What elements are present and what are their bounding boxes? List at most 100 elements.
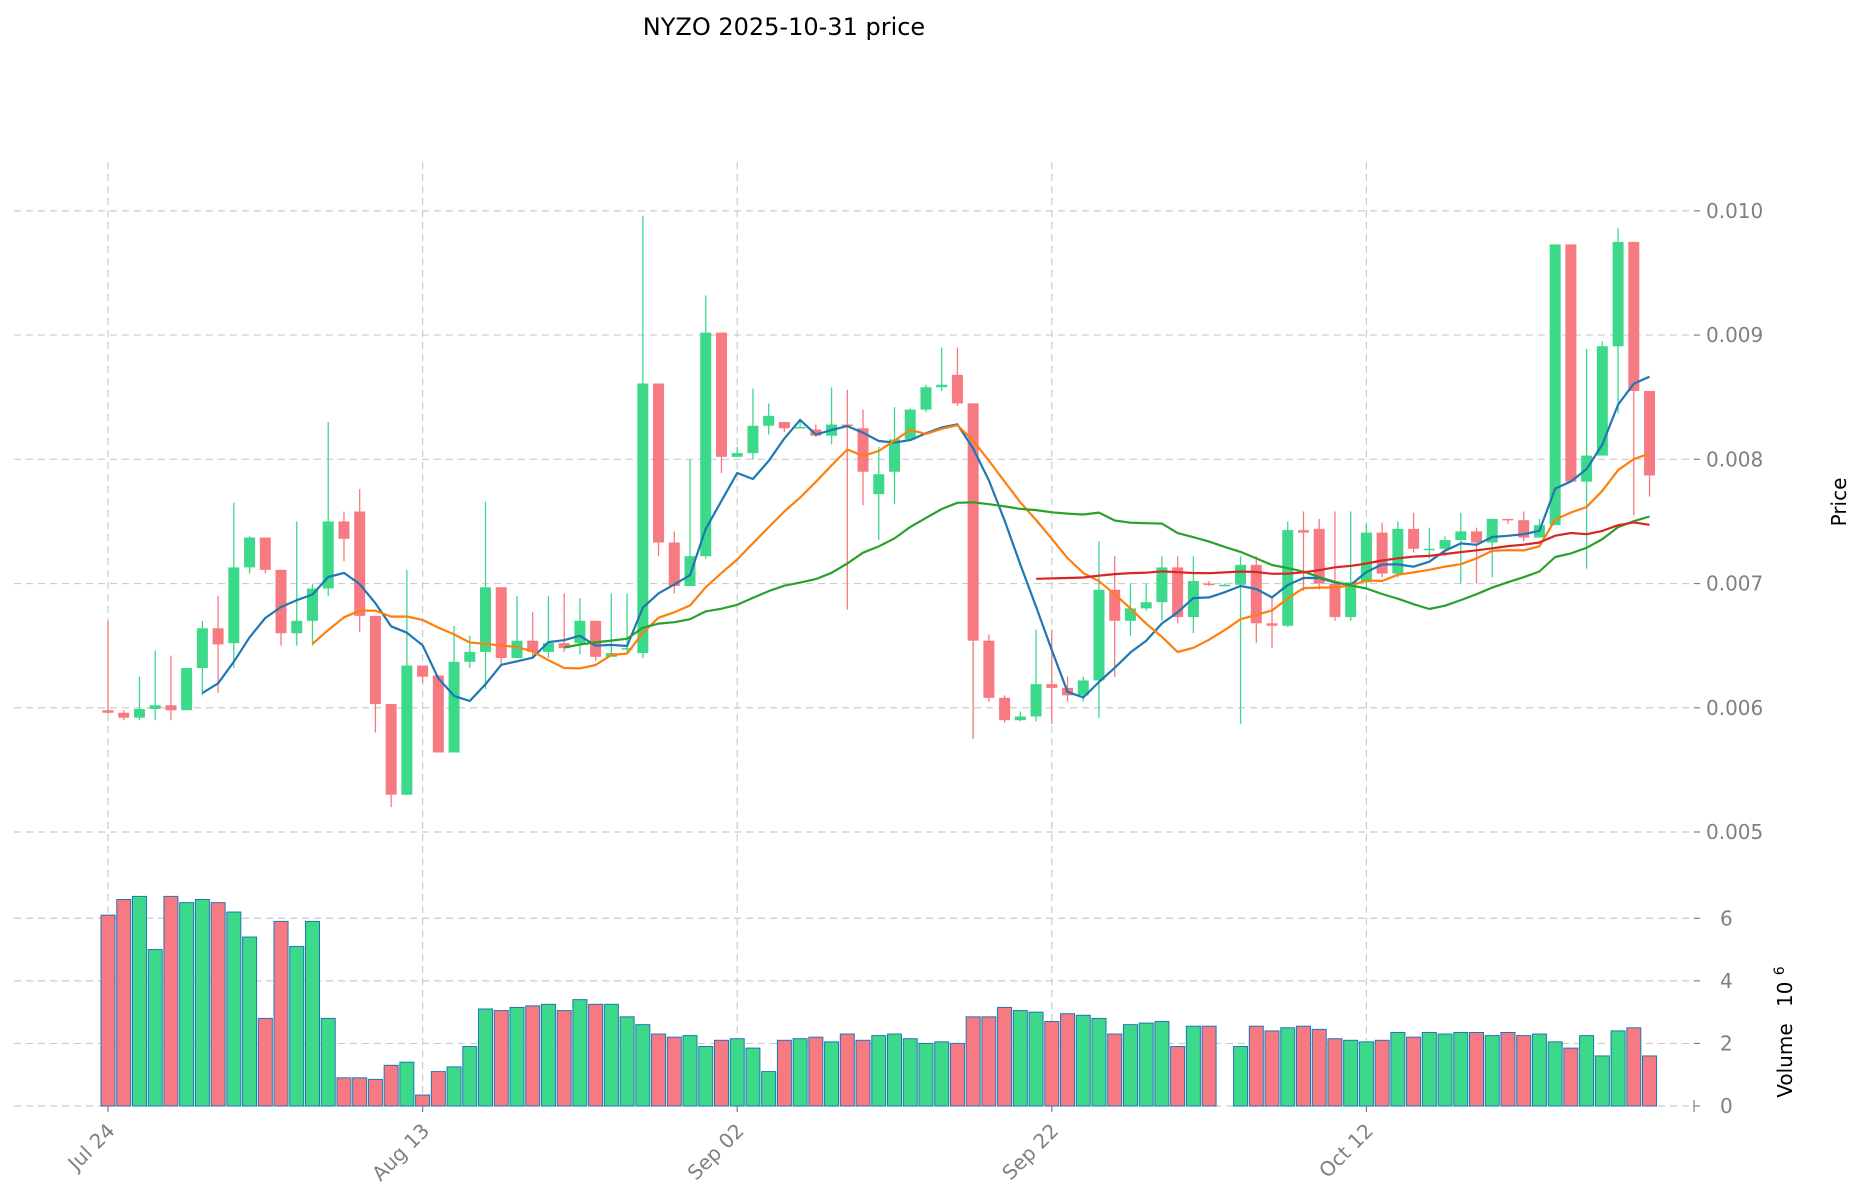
- volume-bar: [1154, 1021, 1170, 1107]
- ma30-line: [563, 501, 1650, 649]
- volume-bar: [415, 1094, 431, 1107]
- candle-body: [401, 665, 413, 795]
- volume-bar: [698, 1046, 714, 1107]
- candle-body: [700, 332, 712, 557]
- volume-bar: [949, 1042, 965, 1107]
- volume-bars: [100, 895, 1658, 1107]
- candle-body: [1345, 582, 1357, 618]
- volume-bar: [1060, 1013, 1076, 1107]
- volume-bar: [997, 1006, 1013, 1107]
- volume-bar: [210, 902, 226, 1107]
- volume-bar: [666, 1036, 682, 1107]
- moving-average-lines: [201, 375, 1650, 703]
- volume-bar: [792, 1038, 808, 1107]
- volume-bar: [1075, 1014, 1091, 1107]
- candle-body: [637, 383, 649, 654]
- volume-bar: [619, 1016, 635, 1107]
- volume-bar: [1264, 1030, 1280, 1107]
- candle-body: [291, 620, 303, 634]
- candle-body: [228, 567, 240, 644]
- candle-body: [1124, 608, 1136, 621]
- candle-body: [558, 643, 570, 649]
- volume-bar: [100, 914, 116, 1107]
- candle-body: [1471, 531, 1483, 543]
- candle-body: [196, 628, 208, 669]
- candle-body: [1644, 390, 1656, 476]
- volume-bar: [1138, 1022, 1154, 1107]
- volume-bar: [1091, 1017, 1107, 1107]
- volume-bar: [965, 1016, 981, 1107]
- volume-bar: [745, 1047, 761, 1107]
- candle-body: [1030, 684, 1042, 717]
- volume-bar: [320, 1017, 336, 1107]
- volume-bar: [1531, 1033, 1547, 1107]
- candle-body: [810, 429, 822, 436]
- candle-body: [1455, 531, 1467, 541]
- volume-bar: [462, 1046, 478, 1107]
- candle-body: [1360, 532, 1372, 583]
- candle-body: [1549, 244, 1561, 526]
- candle-body: [1140, 602, 1152, 609]
- candle-body: [731, 453, 743, 457]
- price-axis-title: Price: [1827, 478, 1851, 527]
- candle-body: [1423, 548, 1435, 551]
- volume-bar: [981, 1016, 997, 1107]
- candle-body: [1408, 528, 1420, 549]
- candle-body: [432, 675, 444, 753]
- candle-body: [999, 697, 1011, 721]
- volume-bar: [934, 1041, 950, 1107]
- volume-bar: [257, 1017, 273, 1107]
- volume-bar: [902, 1038, 918, 1107]
- volume-bar: [1233, 1046, 1249, 1107]
- candle-body: [133, 709, 145, 718]
- volume-bar: [729, 1038, 745, 1107]
- volume-bar: [430, 1071, 446, 1107]
- volume-bar: [1311, 1028, 1327, 1107]
- volume-bar: [336, 1077, 352, 1107]
- candle-body: [464, 651, 476, 662]
- volume-bar: [1170, 1046, 1186, 1107]
- price-tick-label: 0.009: [1706, 323, 1763, 347]
- candle-body: [1077, 680, 1089, 696]
- volume-bar: [1248, 1025, 1264, 1107]
- candle-body: [542, 643, 554, 652]
- volume-bar: [776, 1039, 792, 1107]
- volume-bar: [1437, 1033, 1453, 1107]
- volume-bar: [1484, 1035, 1500, 1107]
- volume-axis-title: Volume 10 6: [1772, 966, 1797, 1098]
- volume-bar: [352, 1077, 368, 1107]
- volume-bar: [116, 899, 132, 1107]
- volume-bar: [367, 1078, 383, 1107]
- candle-body: [259, 537, 271, 570]
- volume-bar: [1343, 1039, 1359, 1107]
- volume-bar: [131, 895, 147, 1107]
- volume-bar: [1421, 1031, 1437, 1107]
- candle-body: [983, 640, 995, 698]
- candle-body: [668, 542, 680, 587]
- volume-bar: [273, 920, 289, 1107]
- date-tick-label: Jul 24: [62, 1119, 120, 1177]
- volume-bar: [242, 936, 258, 1107]
- candle-body: [165, 705, 177, 711]
- candle-body: [480, 587, 492, 652]
- volume-bar: [1594, 1055, 1610, 1107]
- candle-body: [322, 521, 334, 589]
- candle-body: [1329, 583, 1341, 618]
- candle-body: [653, 383, 665, 543]
- candle-body: [1439, 540, 1451, 549]
- volume-bar: [383, 1064, 399, 1107]
- volume-tick-label: 6: [1720, 906, 1733, 930]
- volume-bar: [399, 1061, 415, 1107]
- volume-bar: [1295, 1025, 1311, 1107]
- volume-bar: [855, 1039, 871, 1107]
- volume-bar: [525, 1005, 541, 1107]
- candle-body: [306, 588, 318, 621]
- volume-bar: [682, 1035, 698, 1107]
- grid-lines: [14, 162, 1694, 1107]
- volume-bar: [1453, 1031, 1469, 1107]
- candle-body: [495, 587, 507, 659]
- volume-bar: [1516, 1035, 1532, 1107]
- volume-bar: [1044, 1021, 1060, 1107]
- volume-bar: [1579, 1035, 1595, 1107]
- volume-bar: [1642, 1055, 1658, 1107]
